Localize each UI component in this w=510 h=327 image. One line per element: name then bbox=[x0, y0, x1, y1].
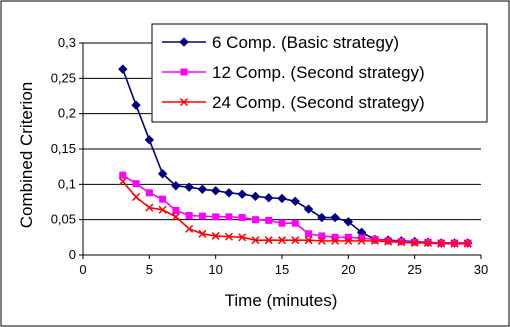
legend-label-3: 24 Comp. (Second strategy) bbox=[212, 93, 425, 112]
series-2-point-12 bbox=[278, 219, 286, 227]
legend-item-2: 12 Comp. (Second strategy) bbox=[162, 63, 425, 82]
series-1-point-17 bbox=[343, 217, 354, 227]
series-3-point-12 bbox=[277, 236, 287, 245]
series-3-point-14 bbox=[304, 236, 313, 245]
series-2-point-2 bbox=[145, 189, 153, 197]
y-tick-label-5: 0,25 bbox=[51, 70, 76, 85]
series-2-point-11 bbox=[265, 216, 273, 224]
series-2-point-6 bbox=[198, 212, 206, 220]
series-3-point-15 bbox=[317, 236, 326, 245]
series-3 bbox=[118, 177, 472, 248]
legend-label-1: 6 Comp. (Basic strategy) bbox=[212, 33, 399, 52]
series-3-point-5 bbox=[185, 224, 194, 233]
x-tick-label-4: 20 bbox=[341, 262, 355, 277]
series-1-point-1 bbox=[131, 100, 141, 110]
series-1-point-16 bbox=[330, 212, 340, 223]
x-tick-label-5: 25 bbox=[407, 262, 421, 277]
series-1-point-10 bbox=[250, 191, 261, 202]
series-3-point-25 bbox=[450, 239, 459, 248]
series-2-point-1 bbox=[132, 180, 140, 188]
series-3-point-20 bbox=[384, 237, 393, 246]
series-3-point-16 bbox=[331, 236, 340, 245]
series-3-point-0 bbox=[118, 177, 127, 186]
series-2-point-18 bbox=[358, 234, 366, 242]
series-2-point-5 bbox=[185, 211, 193, 219]
series-3-point-17 bbox=[344, 236, 353, 245]
y-tick-label-1: 0,05 bbox=[51, 212, 76, 227]
series-3-point-21 bbox=[397, 238, 406, 247]
series-3-point-22 bbox=[410, 238, 419, 248]
series-1-point-11 bbox=[264, 193, 274, 203]
legend-item-3: 24 Comp. (Second strategy) bbox=[162, 93, 425, 112]
series-group bbox=[118, 64, 473, 248]
series-3-point-18 bbox=[357, 236, 366, 245]
y-tick-label-2: 0,1 bbox=[58, 176, 76, 191]
series-3-point-19 bbox=[370, 236, 379, 245]
series-3-point-3 bbox=[158, 205, 167, 214]
series-1-point-15 bbox=[317, 212, 327, 223]
series-3-point-26 bbox=[463, 239, 472, 248]
series-3-point-9 bbox=[238, 233, 247, 242]
series-1-point-2 bbox=[144, 135, 155, 145]
series-1-point-4 bbox=[171, 181, 181, 191]
series-2-point-17 bbox=[344, 233, 352, 241]
series-1-point-6 bbox=[197, 184, 208, 194]
x-tick-label-1: 5 bbox=[146, 262, 153, 277]
series-1-point-0 bbox=[118, 64, 128, 74]
legend-swatch-marker-2 bbox=[180, 68, 188, 76]
series-2-point-15 bbox=[318, 232, 326, 240]
tick-labels: 0 0,05 0,1 0,15 0,2 0,25 0,3 0 5 10 15 20 25 30 bbox=[51, 35, 489, 277]
series-1-point-3 bbox=[157, 169, 168, 179]
x-tick-label-6: 30 bbox=[474, 262, 488, 277]
series-1-point-13 bbox=[290, 196, 300, 207]
series-3-point-10 bbox=[251, 236, 260, 245]
series-2-point-16 bbox=[331, 233, 339, 241]
series-2-point-9 bbox=[238, 214, 246, 222]
series-1-point-9 bbox=[237, 189, 247, 199]
series-3-point-4 bbox=[171, 212, 180, 221]
legend-label-2: 12 Comp. (Second strategy) bbox=[212, 63, 425, 82]
series-1-point-5 bbox=[184, 182, 194, 192]
x-tick-label-3: 15 bbox=[275, 262, 289, 277]
legend-swatch-marker-3 bbox=[179, 97, 189, 107]
series-2-point-13 bbox=[291, 219, 299, 227]
series-1-point-14 bbox=[303, 204, 314, 214]
y-tick-label-3: 0,15 bbox=[51, 141, 76, 156]
series-3-point-8 bbox=[224, 232, 233, 241]
x-tick-label-2: 10 bbox=[208, 262, 222, 277]
series-2-point-14 bbox=[305, 230, 313, 238]
x-tick-label-0: 0 bbox=[79, 262, 86, 277]
series-3-point-24 bbox=[437, 239, 446, 248]
series-3-point-23 bbox=[423, 238, 432, 248]
series-2-point-3 bbox=[159, 195, 167, 203]
series-2-point-19 bbox=[371, 235, 379, 243]
series-2-point-4 bbox=[172, 206, 180, 214]
series-3-point-11 bbox=[264, 236, 273, 245]
series-2-point-0 bbox=[119, 171, 127, 179]
series-3-point-13 bbox=[291, 236, 300, 245]
legend-item-1: 6 Comp. (Basic strategy) bbox=[162, 33, 399, 52]
axes bbox=[79, 42, 482, 259]
series-2-point-10 bbox=[251, 216, 259, 224]
series-1-point-7 bbox=[210, 185, 221, 196]
series-3-point-2 bbox=[145, 203, 154, 212]
series-1-point-8 bbox=[224, 188, 234, 198]
series-3-point-7 bbox=[211, 231, 220, 240]
series-2-point-8 bbox=[225, 213, 233, 221]
y-tick-label-6: 0,3 bbox=[58, 35, 76, 50]
series-3-point-1 bbox=[132, 193, 141, 202]
series-3-point-6 bbox=[198, 229, 207, 238]
y-axis-label: Combined Criterion bbox=[17, 82, 36, 228]
legend-box bbox=[151, 23, 488, 123]
x-axis-label: Time (minutes) bbox=[225, 291, 338, 310]
series-2-point-7 bbox=[212, 213, 220, 221]
legend: 6 Comp. (Basic strategy) 12 Comp. (Second… bbox=[151, 23, 488, 123]
legend-swatch-marker-1 bbox=[179, 37, 189, 47]
series-1-point-12 bbox=[277, 193, 287, 204]
y-tick-label-0: 0 bbox=[69, 247, 76, 262]
y-tick-label-4: 0,2 bbox=[58, 106, 76, 121]
